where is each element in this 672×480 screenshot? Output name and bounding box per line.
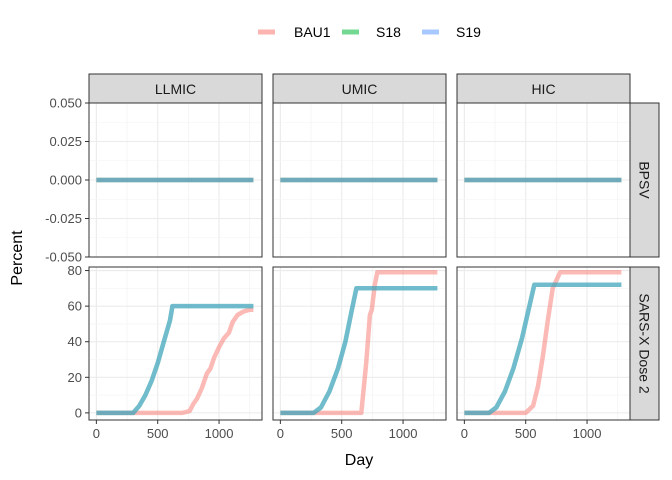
x-tick-label: 1000: [205, 426, 234, 441]
strip-label-bpsv: BPSV: [637, 161, 653, 199]
panel-bpsv-umic: [250, 103, 446, 257]
y-axis-title: Percent: [9, 230, 26, 286]
strip-label-umic: UMIC: [342, 81, 378, 97]
legend-label-bau1: BAU1: [294, 24, 331, 40]
strip-label-llmic: LLMIC: [155, 81, 196, 97]
panel-bpsv-llmic: [66, 103, 262, 257]
y-tick-label: 0.050: [49, 96, 82, 111]
panel-background: [89, 267, 262, 420]
x-tick-label: 500: [147, 426, 169, 441]
y-tick-label: -0.025: [45, 211, 82, 226]
y-tick-label: 80: [68, 263, 82, 278]
x-tick-label: 1000: [389, 426, 418, 441]
panel-bpsv-hic: [434, 103, 630, 257]
y-tick-label: 0: [75, 405, 82, 420]
y-tick-label: 20: [68, 370, 82, 385]
legend-label-s18: S18: [376, 24, 401, 40]
panel-sars-x-dose-2-llmic: [66, 267, 262, 420]
y-tick-label: 60: [68, 299, 82, 314]
x-tick-label: 1000: [573, 426, 602, 441]
y-tick-label: 0.025: [49, 134, 82, 149]
y-tick-label: 0.000: [49, 173, 82, 188]
x-tick-label: 0: [461, 426, 468, 441]
x-tick-label: 500: [515, 426, 537, 441]
legend-label-s19: S19: [456, 24, 481, 40]
x-tick-label: 500: [331, 426, 353, 441]
y-tick-label: 40: [68, 334, 82, 349]
strip-label-hic: HIC: [531, 81, 555, 97]
x-axis-title: Day: [345, 452, 373, 469]
legend: BAU1 S18 S19: [258, 24, 481, 40]
strip-label-sars-x-dose-2: SARS-X Dose 2: [637, 293, 653, 394]
panel-sars-x-dose-2-umic: [250, 267, 446, 420]
x-tick-label: 0: [93, 426, 100, 441]
x-tick-label: 0: [277, 426, 284, 441]
panel-sars-x-dose-2-hic: [434, 267, 630, 420]
